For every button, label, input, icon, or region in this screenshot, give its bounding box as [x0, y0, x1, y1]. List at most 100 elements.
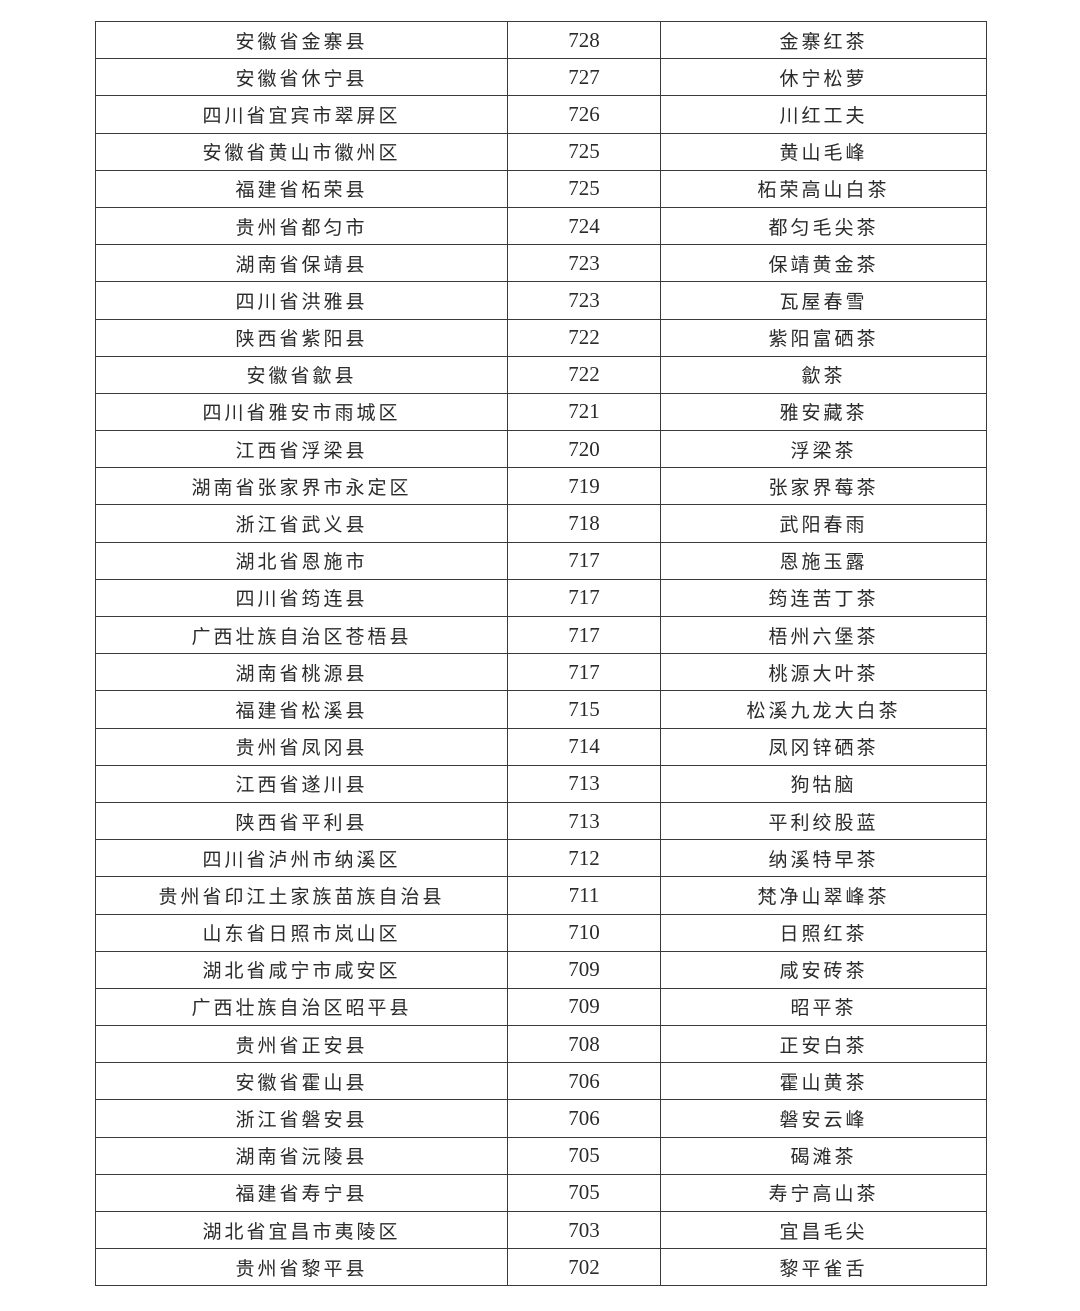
score-cell: 717	[507, 615, 661, 655]
region-cell: 安徽省歙县	[95, 355, 508, 394]
score-cell: 728	[507, 20, 661, 60]
tea-name-cell: 磐安云峰	[660, 1099, 987, 1138]
region-cell: 福建省松溪县	[95, 690, 508, 729]
region-cell: 贵州省黎平县	[95, 1248, 508, 1287]
region-cell: 湖南省张家界市永定区	[95, 467, 508, 506]
table-row: 湖北省咸宁市咸安区 709 咸安砖茶	[95, 950, 987, 989]
region-cell: 湖南省桃源县	[95, 653, 508, 692]
score-cell: 709	[507, 987, 661, 1027]
score-cell: 722	[507, 355, 661, 394]
table-row: 安徽省黄山市徽州区 725 黄山毛峰	[95, 132, 987, 171]
table-row: 山东省日照市岚山区 710 日照红茶	[95, 913, 987, 952]
region-cell: 福建省柘荣县	[95, 169, 508, 208]
tea-name-cell: 宜昌毛尖	[660, 1210, 987, 1250]
tea-name-cell: 凤冈锌硒茶	[660, 727, 987, 766]
score-cell: 713	[507, 764, 661, 803]
region-cell: 陕西省平利县	[95, 801, 508, 841]
tea-name-cell: 柘荣高山白茶	[660, 169, 987, 208]
score-cell: 709	[507, 950, 661, 989]
table-row: 四川省泸州市纳溪区 712 纳溪特早茶	[95, 839, 987, 878]
table-row: 湖南省张家界市永定区 719 张家界莓茶	[95, 467, 987, 506]
score-cell: 719	[507, 467, 661, 506]
table-row: 湖南省保靖县 723 保靖黄金茶	[95, 244, 987, 283]
tea-name-cell: 川红工夫	[660, 95, 987, 134]
tea-name-cell: 都匀毛尖茶	[660, 206, 987, 246]
table-row: 四川省雅安市雨城区 721 雅安藏茶	[95, 392, 987, 432]
score-cell: 708	[507, 1025, 661, 1064]
region-cell: 四川省宜宾市翠屏区	[95, 95, 508, 134]
tea-name-cell: 纳溪特早茶	[660, 839, 987, 878]
tea-name-cell: 日照红茶	[660, 913, 987, 952]
tea-name-cell: 咸安砖茶	[660, 950, 987, 989]
table-row: 浙江省磐安县 706 磐安云峰	[95, 1099, 987, 1138]
region-cell: 湖北省宜昌市夷陵区	[95, 1210, 508, 1250]
table-row: 安徽省歙县 722 歙茶	[95, 355, 987, 394]
tea-name-cell: 梧州六堡茶	[660, 615, 987, 655]
tea-name-cell: 武阳春雨	[660, 504, 987, 543]
region-cell: 湖北省咸宁市咸安区	[95, 950, 508, 989]
score-cell: 723	[507, 281, 661, 320]
score-cell: 703	[507, 1210, 661, 1250]
tea-name-cell: 桃源大叶茶	[660, 653, 987, 692]
tea-name-cell: 松溪九龙大白茶	[660, 690, 987, 729]
table-row: 湖南省桃源县 717 桃源大叶茶	[95, 653, 987, 692]
score-cell: 718	[507, 504, 661, 543]
table-row: 四川省宜宾市翠屏区 726 川红工夫	[95, 95, 987, 134]
tea-name-cell: 正安白茶	[660, 1025, 987, 1064]
score-cell: 714	[507, 727, 661, 766]
tea-name-cell: 紫阳富硒茶	[660, 318, 987, 357]
score-cell: 727	[507, 58, 661, 97]
table-row: 福建省松溪县 715 松溪九龙大白茶	[95, 690, 987, 729]
table-row: 广西壮族自治区苍梧县 717 梧州六堡茶	[95, 615, 987, 655]
table-row: 陕西省紫阳县 722 紫阳富硒茶	[95, 318, 987, 357]
region-cell: 福建省寿宁县	[95, 1173, 508, 1213]
tea-name-cell: 雅安藏茶	[660, 392, 987, 432]
score-cell: 706	[507, 1099, 661, 1138]
region-cell: 四川省泸州市纳溪区	[95, 839, 508, 878]
tea-region-table: 安徽省金寨县 728 金寨红茶 安徽省休宁县 727 休宁松萝 四川省宜宾市翠屏区 726 川红…	[95, 20, 987, 1287]
score-cell: 710	[507, 913, 661, 952]
table-row: 贵州省都匀市 724 都匀毛尖茶	[95, 206, 987, 246]
score-cell: 717	[507, 653, 661, 692]
score-cell: 705	[507, 1136, 661, 1175]
score-cell: 713	[507, 801, 661, 841]
score-cell: 724	[507, 206, 661, 246]
table-row: 安徽省金寨县 728 金寨红茶	[95, 20, 987, 60]
region-cell: 贵州省正安县	[95, 1025, 508, 1064]
tea-name-cell: 霍山黄茶	[660, 1062, 987, 1101]
region-cell: 江西省浮梁县	[95, 430, 508, 469]
region-cell: 陕西省紫阳县	[95, 318, 508, 357]
table-row: 贵州省凤冈县 714 凤冈锌硒茶	[95, 727, 987, 766]
table-row: 陕西省平利县 713 平利绞股蓝	[95, 801, 987, 841]
tea-name-cell: 筠连苦丁茶	[660, 578, 987, 618]
table-row: 安徽省霍山县 706 霍山黄茶	[95, 1062, 987, 1101]
table-row: 江西省遂川县 713 狗牯脑	[95, 764, 987, 803]
table-row: 安徽省休宁县 727 休宁松萝	[95, 58, 987, 97]
table-row: 四川省筠连县 717 筠连苦丁茶	[95, 578, 987, 618]
table-row: 湖南省沅陵县 705 碣滩茶	[95, 1136, 987, 1175]
score-cell: 705	[507, 1173, 661, 1213]
table-row: 福建省寿宁县 705 寿宁高山茶	[95, 1173, 987, 1213]
region-cell: 广西壮族自治区苍梧县	[95, 615, 508, 655]
score-cell: 725	[507, 132, 661, 171]
score-cell: 717	[507, 578, 661, 618]
region-cell: 贵州省都匀市	[95, 206, 508, 246]
region-cell: 湖南省沅陵县	[95, 1136, 508, 1175]
tea-name-cell: 金寨红茶	[660, 20, 987, 60]
table-row: 贵州省印江土家族苗族自治县 711 梵净山翠峰茶	[95, 876, 987, 915]
tea-name-cell: 碣滩茶	[660, 1136, 987, 1175]
region-cell: 贵州省印江土家族苗族自治县	[95, 876, 508, 915]
score-cell: 711	[507, 876, 661, 915]
region-cell: 湖南省保靖县	[95, 244, 508, 283]
score-cell: 715	[507, 690, 661, 729]
score-cell: 712	[507, 839, 661, 878]
region-cell: 四川省雅安市雨城区	[95, 392, 508, 432]
region-cell: 江西省遂川县	[95, 764, 508, 803]
region-cell: 浙江省武义县	[95, 504, 508, 543]
table-row: 江西省浮梁县 720 浮梁茶	[95, 430, 987, 469]
table-row: 贵州省正安县 708 正安白茶	[95, 1025, 987, 1064]
tea-name-cell: 昭平茶	[660, 987, 987, 1027]
tea-name-cell: 瓦屋春雪	[660, 281, 987, 320]
region-cell: 四川省洪雅县	[95, 281, 508, 320]
tea-name-cell: 歙茶	[660, 355, 987, 394]
